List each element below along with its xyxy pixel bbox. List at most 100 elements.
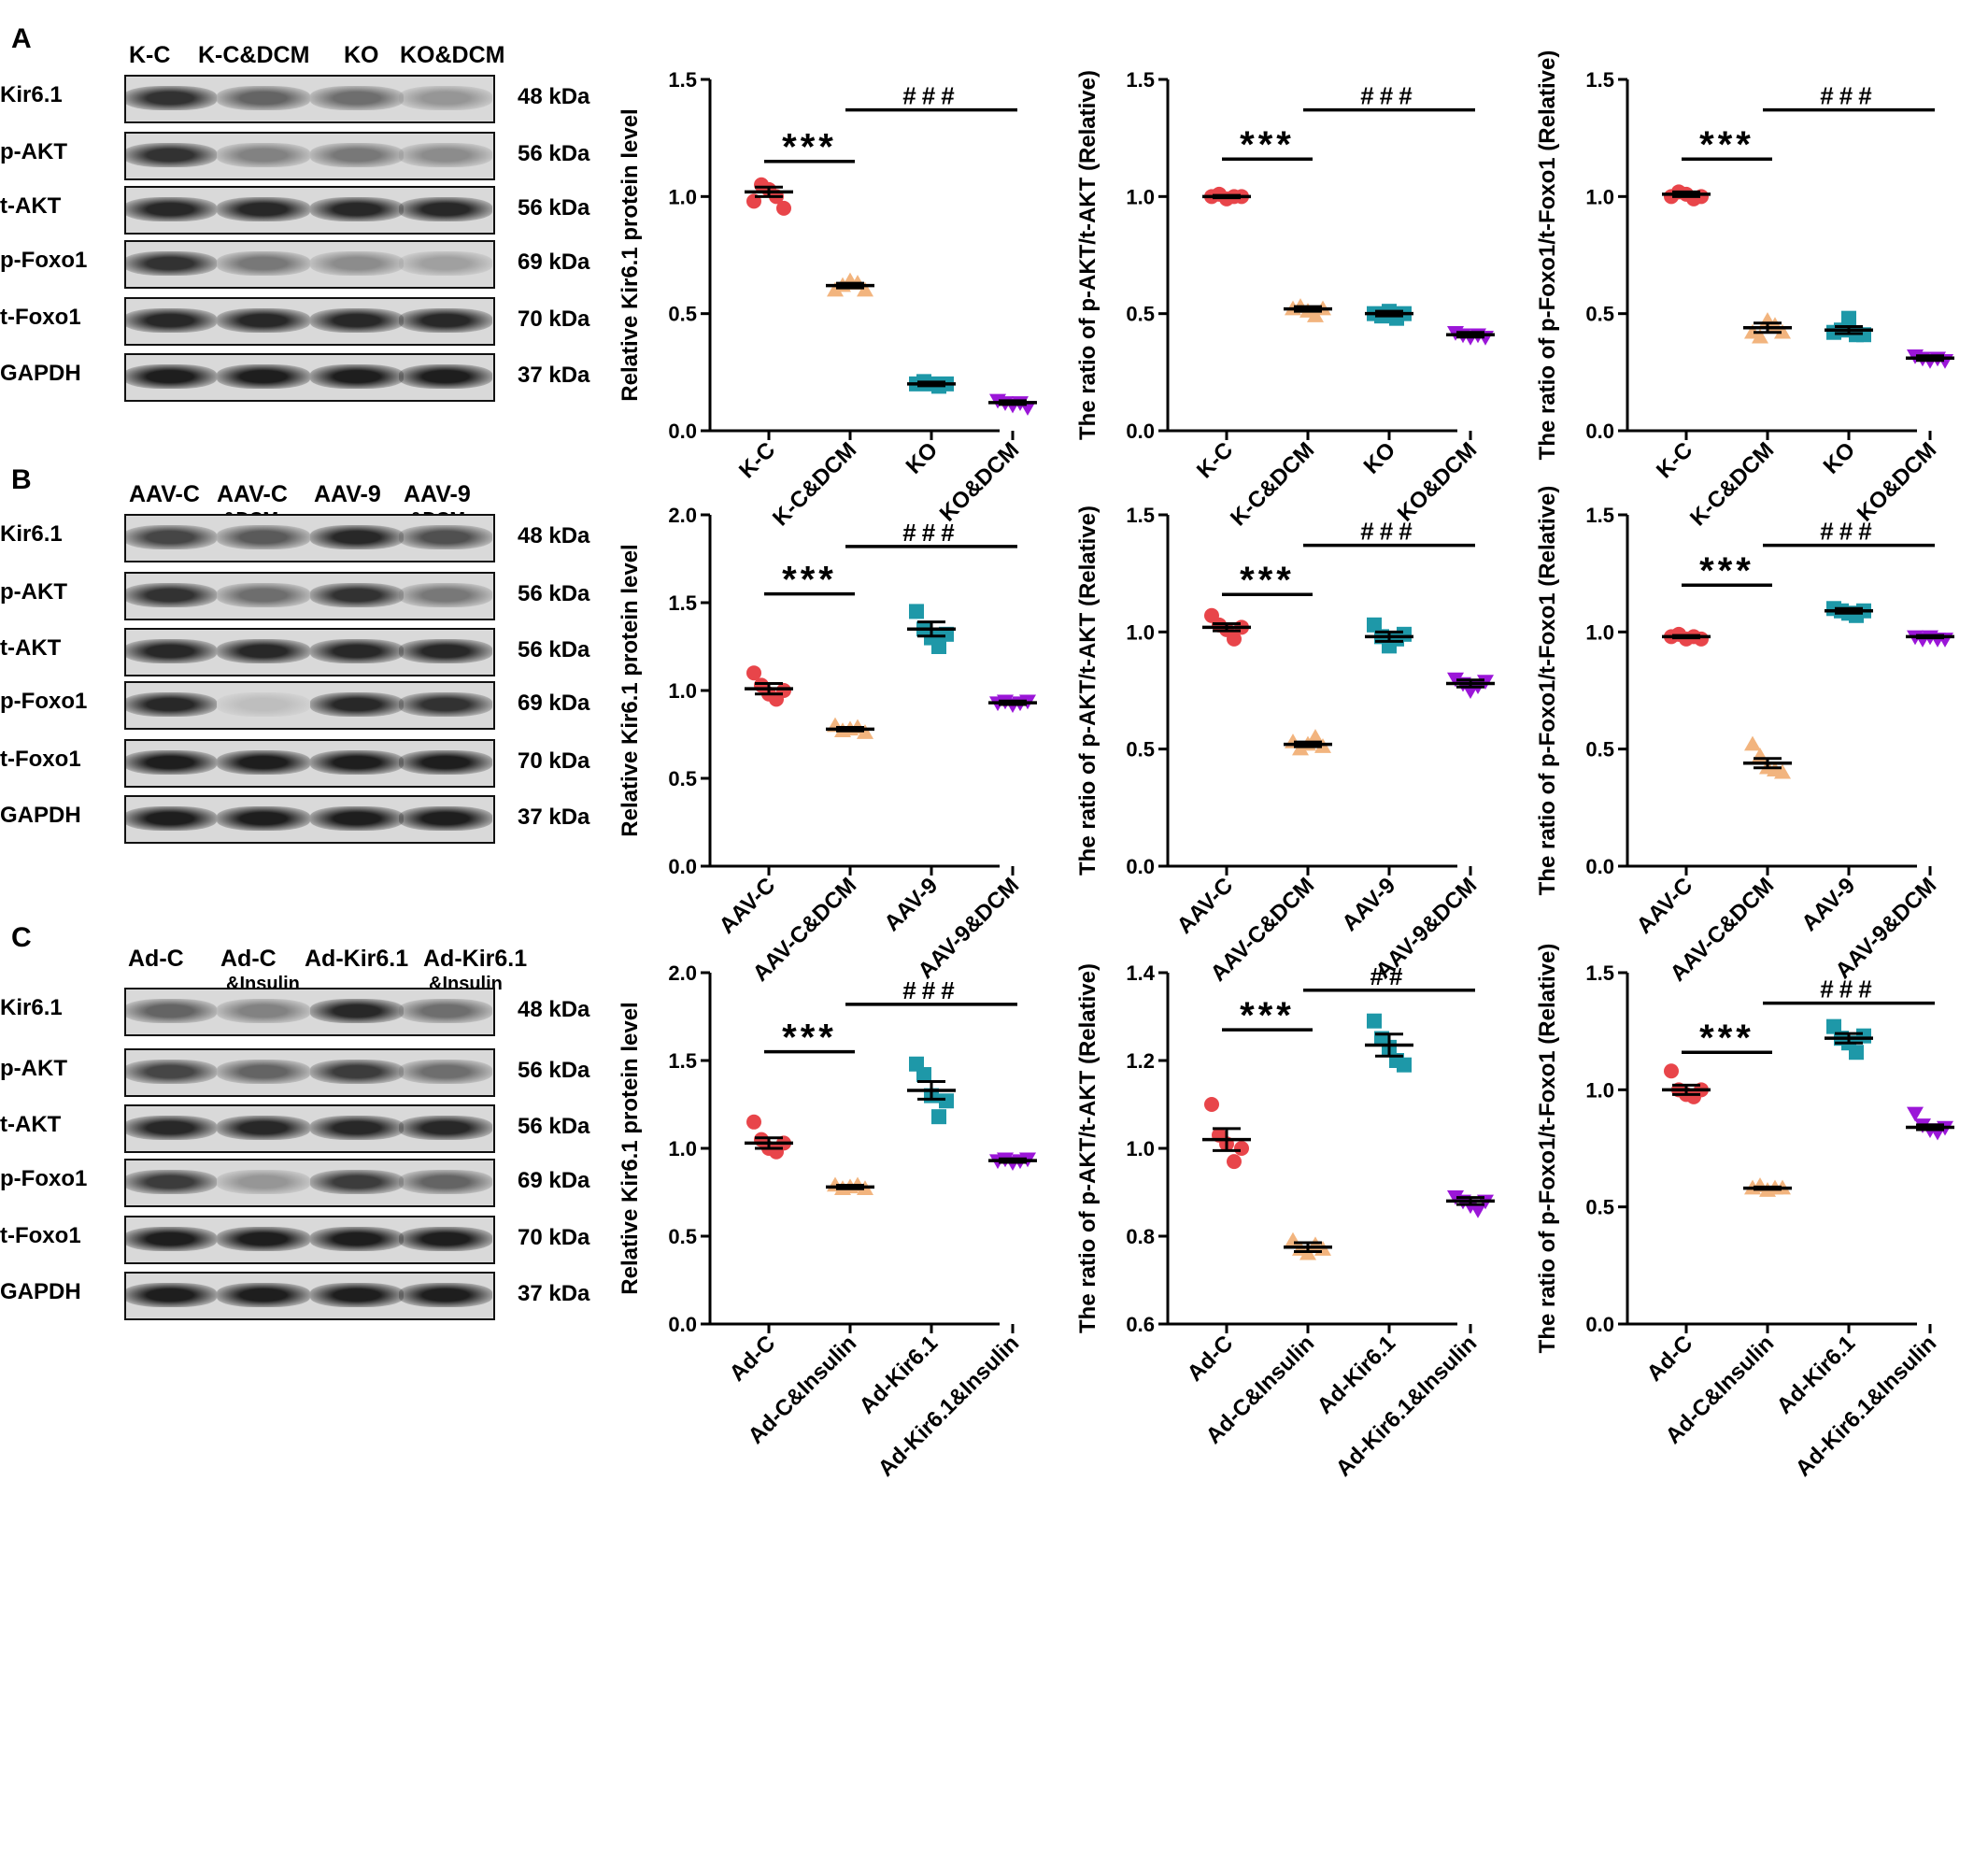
blot-row-label: t-AKT [0,193,62,219]
blot-row-label: GAPDH [0,361,81,386]
blot-band [310,583,404,607]
blot-band [310,197,404,221]
blot-image [124,988,495,1036]
blot-image [124,1048,495,1097]
blot-band [310,692,404,717]
blot-band [310,639,404,663]
lane-label: Ad-Kir6.1 [423,946,528,972]
y-tick-label: 2.0 [668,961,697,985]
x-tick-label: Ad-Kir6.1&Insulin [1791,1331,1941,1481]
kda-label: 56 kDa [518,637,590,662]
x-tick-label: Ad-Kir6.1&Insulin [873,1331,1024,1481]
data-point [1397,1057,1412,1073]
y-tick-label: 0.0 [1126,420,1155,443]
x-tick-label: AAV-9 [1796,873,1860,936]
data-point [1907,1106,1924,1122]
blot-row-label: Kir6.1 [0,82,63,107]
data-point [1367,1013,1382,1029]
x-tick-label: AAV-C [1632,873,1698,939]
y-axis-label: Relative Kir6.1 protein level [618,544,643,836]
data-point [931,1109,946,1125]
data-point [1664,1063,1679,1079]
blot-band [126,197,217,221]
blot-band [126,692,217,717]
data-point [1752,328,1768,344]
blot-row-label: p-Foxo1 [0,1166,88,1191]
blot-image [124,628,495,676]
significance-label: *** [1240,124,1295,165]
x-tick-label: Ad-Kir6.1 [855,1331,944,1419]
blot-band [310,1170,404,1194]
kda-label: 56 kDa [518,1114,590,1139]
chart-a-pakt: 0.0 0.5 1.0 1.5 The ratio of p-AKT/t-AKT (Re… [1075,68,1495,531]
blot-band [126,806,217,831]
y-tick-label: 1.0 [1126,1137,1155,1160]
blot-band [126,525,217,549]
blot-band [310,364,404,389]
y-tick-label: 1.0 [668,1137,697,1160]
blot-band [310,806,404,831]
significance-label: *** [1240,560,1295,601]
blot-band [310,308,404,333]
significance-label: *** [782,127,837,168]
kda-label: 48 kDa [518,523,590,548]
data-point [1447,1189,1464,1205]
y-tick-label: 1.5 [668,68,697,92]
blot-band [126,1170,217,1194]
significance-label: ### [1820,975,1877,1004]
blot-band [399,1116,492,1140]
y-tick-label: 1.4 [1126,961,1155,985]
blot-band [310,750,404,775]
kda-label: 56 kDa [518,141,590,166]
kda-label: 37 kDa [518,804,590,830]
kda-label: 37 kDa [518,1281,590,1306]
kda-label: 69 kDa [518,1168,590,1193]
blot-row-label: Kir6.1 [0,995,63,1020]
blot-band [126,1060,217,1084]
y-tick-label: 1.0 [1585,1078,1614,1102]
significance-label: ### [902,82,959,110]
blot-image [124,132,495,180]
chart-a-kir61: 0.0 0.5 1.0 1.5 Relative Kir6.1 protein leve… [618,68,1037,531]
blot-band [217,197,310,221]
y-tick-label: 0.0 [1126,855,1155,878]
lane-label: Ad-C [128,946,184,972]
blot-band [126,143,217,167]
kda-label: 69 kDa [518,690,590,716]
y-tick-label: 0.5 [1585,303,1614,326]
significance-label: *** [1240,995,1295,1036]
x-tick-label: Ad-Kir6.1 [1313,1331,1401,1419]
lane-label: AAV-C [129,481,200,507]
y-tick-label: 1.0 [668,185,697,208]
blot-band [399,251,492,276]
y-tick-label: 1.5 [1126,504,1155,527]
x-tick-label: Ad-C [725,1331,781,1387]
data-point [1744,735,1761,751]
blot-band [217,583,310,607]
lane-label: AAV-9 [404,481,471,507]
chart-b-pfoxo1: 0.0 0.5 1.0 1.5 The ratio of p-Foxo1/t-Foxo1… [1535,486,1954,987]
blot-band [126,583,217,607]
blot-band [217,639,310,663]
x-tick-label: KO [1819,437,1861,479]
x-tick-label: K-C [734,437,780,483]
y-tick-label: 0.5 [1126,303,1155,326]
x-tick-label: Ad-C [1642,1331,1698,1387]
blot-band [126,251,217,276]
blot-image [124,240,495,289]
blot-band [310,251,404,276]
significance-label: *** [1699,1018,1754,1059]
x-tick-label: AAV-C [1172,873,1239,939]
x-tick-label: KO [902,437,944,479]
blot-image [124,353,495,402]
y-tick-label: 0.0 [668,420,697,443]
blot-band [217,806,310,831]
kda-label: 70 kDa [518,748,590,774]
blot-band [399,692,492,717]
data-point [1234,1141,1249,1156]
significance-label: *** [1699,124,1754,165]
data-point [1849,1045,1864,1061]
y-tick-label: 1.5 [668,1049,697,1073]
x-tick-label: K-C [1652,437,1697,483]
panel-letter-b: B [11,464,32,495]
